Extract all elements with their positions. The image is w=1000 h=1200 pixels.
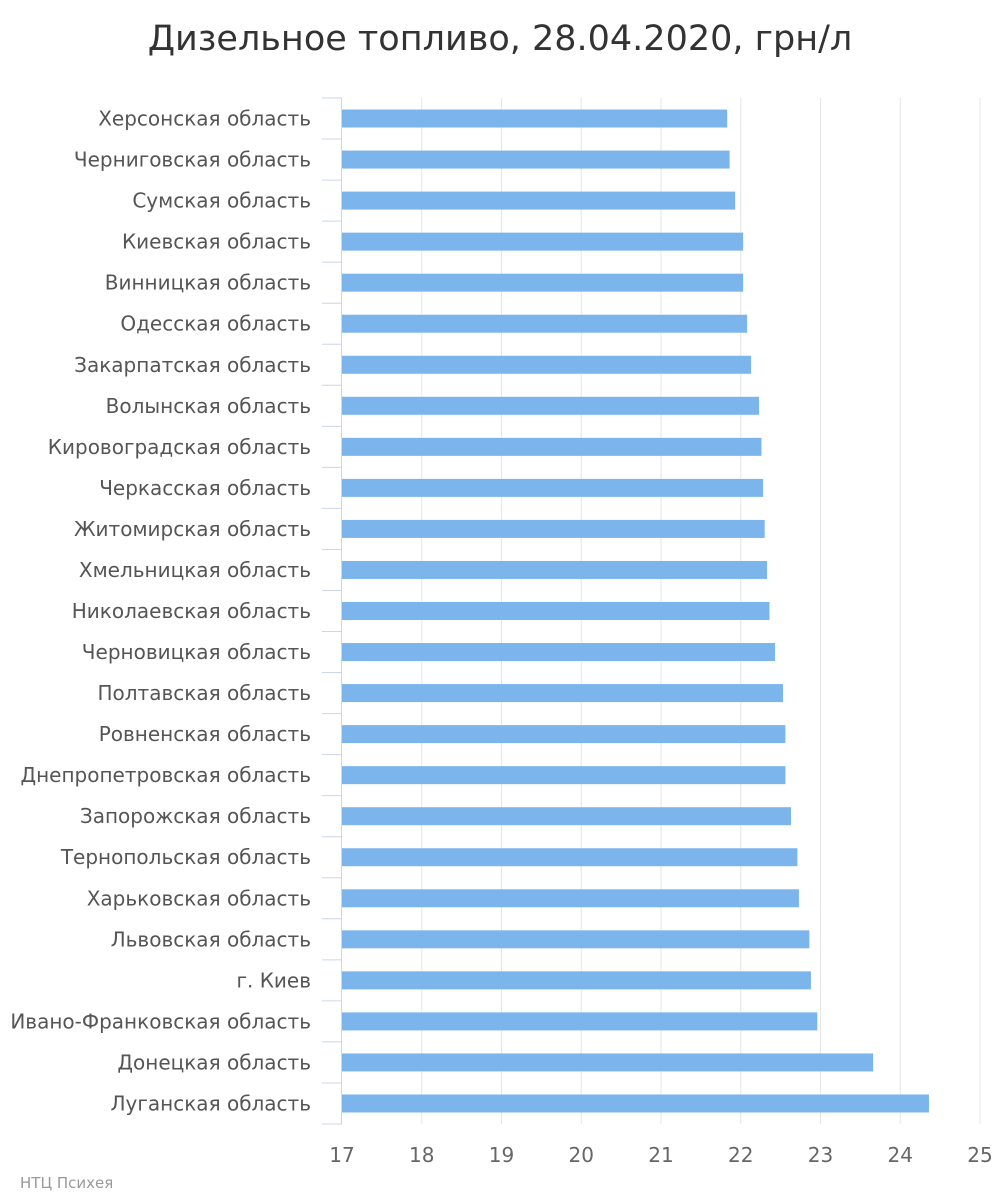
- category-label: г. Киев: [236, 968, 311, 992]
- category-label: Луганская область: [111, 1091, 311, 1115]
- category-label: Хмельницкая область: [79, 558, 311, 582]
- category-label: Одесская область: [120, 312, 311, 336]
- bar[interactable]: [342, 725, 786, 744]
- category-label: Черкасская область: [99, 476, 311, 500]
- x-tick-label: 23: [808, 1143, 833, 1167]
- bars: [342, 109, 929, 1113]
- category-labels: Херсонская область Черниговская область Су…: [10, 107, 311, 1116]
- bar[interactable]: [342, 519, 765, 538]
- x-tick-label: 22: [728, 1143, 753, 1167]
- category-label: Запорожская область: [80, 804, 311, 828]
- bar[interactable]: [342, 232, 744, 251]
- x-tick-label: 24: [888, 1143, 913, 1167]
- category-label: Черновицкая область: [82, 640, 311, 664]
- bar[interactable]: [342, 602, 770, 620]
- bar[interactable]: [342, 191, 736, 210]
- bar[interactable]: [342, 766, 786, 785]
- category-label: Харьковская область: [87, 886, 311, 910]
- category-label: Винницкая область: [105, 271, 311, 295]
- category-label: Ивано-Франковская область: [10, 1009, 311, 1033]
- category-label: Черниговская область: [74, 148, 311, 172]
- category-label: Тернопольская область: [60, 845, 311, 869]
- bar[interactable]: [342, 971, 811, 990]
- x-tick-label: 18: [409, 1143, 434, 1167]
- bar[interactable]: [342, 437, 762, 456]
- bar[interactable]: [342, 478, 764, 497]
- bar[interactable]: [342, 1012, 818, 1031]
- x-tick-label: 21: [648, 1143, 673, 1167]
- category-label: Ровненская область: [99, 722, 311, 746]
- x-tick-label: 19: [489, 1143, 514, 1167]
- category-label: Сумская область: [132, 189, 311, 213]
- chart-title: Дизельное топливо, 28.04.2020, грн/л: [148, 19, 853, 59]
- bar[interactable]: [342, 396, 760, 415]
- category-label: Николаевская область: [72, 599, 311, 623]
- bar[interactable]: [342, 109, 728, 128]
- category-label: Волынская область: [106, 394, 311, 418]
- category-label: Кировоградская область: [48, 435, 311, 459]
- category-label: Львовская область: [111, 927, 311, 951]
- bar[interactable]: [342, 1053, 874, 1072]
- bar[interactable]: [342, 889, 799, 908]
- category-axis: [322, 97, 342, 1125]
- bar[interactable]: [342, 643, 776, 662]
- bar[interactable]: [342, 355, 752, 374]
- category-label: Донецкая область: [117, 1050, 311, 1074]
- category-label: Полтавская область: [97, 681, 311, 705]
- bar[interactable]: [342, 848, 798, 867]
- x-tick-label: 17: [329, 1143, 354, 1167]
- x-tick-label: 25: [967, 1143, 992, 1167]
- x-axis-ticks: 17 18 19 20 21 22 23 24 25: [329, 1143, 992, 1167]
- bar[interactable]: [342, 273, 744, 292]
- credit-text: НТЦ Психея: [20, 1174, 113, 1192]
- bar[interactable]: [342, 1094, 929, 1113]
- bar[interactable]: [342, 560, 768, 579]
- x-tick-label: 20: [569, 1143, 594, 1167]
- category-label: Херсонская область: [98, 107, 311, 131]
- bar[interactable]: [342, 314, 748, 333]
- category-label: Житомирская область: [74, 517, 311, 541]
- bar[interactable]: [342, 150, 730, 169]
- category-label: Закарпатская область: [74, 353, 311, 377]
- category-label: Киевская область: [122, 230, 311, 254]
- category-label: Днепропетровская область: [20, 763, 311, 787]
- bar[interactable]: [342, 807, 791, 826]
- bar[interactable]: [342, 930, 810, 949]
- bar[interactable]: [342, 684, 784, 703]
